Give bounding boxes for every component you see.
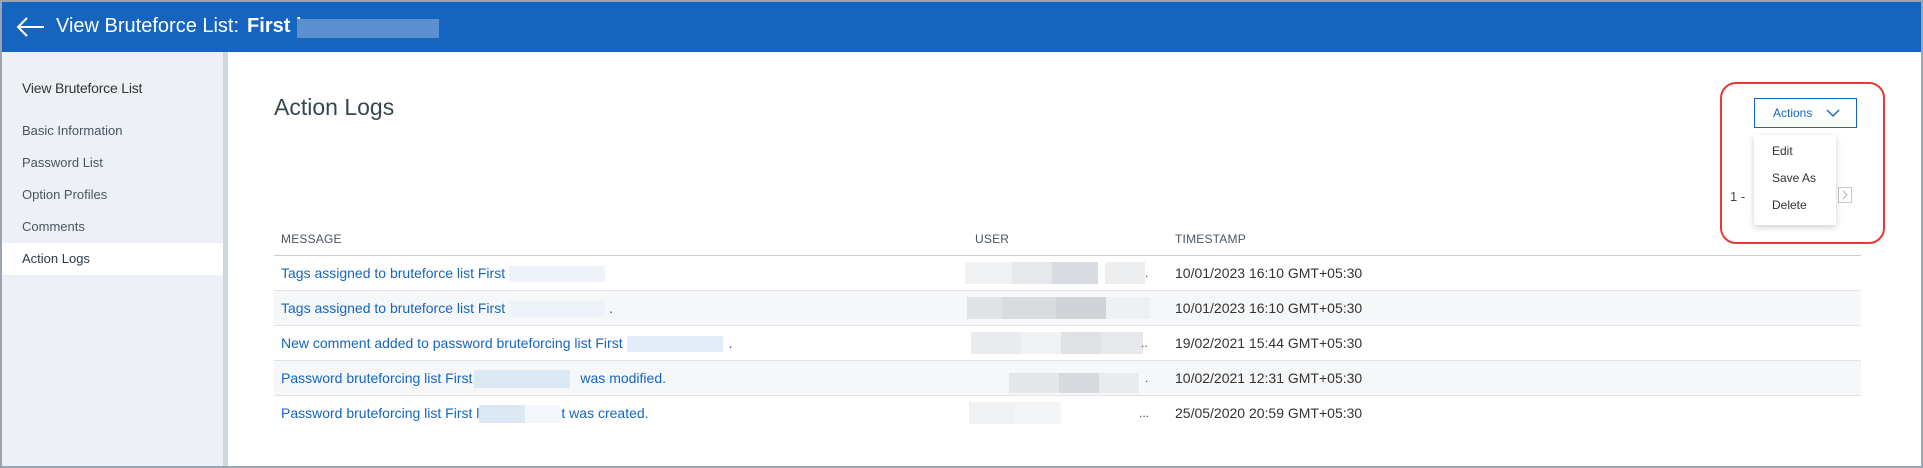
message-text: Password bruteforcing list First	[281, 370, 473, 386]
message-text: Tags assigned to bruteforce list First	[281, 300, 506, 316]
log-message-link[interactable]: Tags assigned to bruteforce list First.	[281, 300, 613, 318]
user-suffix: .	[1145, 266, 1149, 280]
user-cell: ..	[965, 332, 1150, 354]
sidebar-item-comments[interactable]: Comments	[2, 211, 223, 243]
message-text: Tags assigned to bruteforce list First	[281, 265, 506, 281]
redacted-block	[1012, 262, 1052, 284]
back-arrow-icon[interactable]	[14, 14, 46, 40]
message-suffix: t was created.	[561, 405, 649, 421]
log-message-link[interactable]: Password bruteforcing list First was modi…	[281, 370, 666, 389]
redacted-block	[1099, 373, 1139, 393]
redacted-block	[509, 301, 606, 318]
sidebar-item-option-profiles[interactable]: Option Profiles	[2, 179, 223, 211]
user-suffix: ..	[1141, 336, 1148, 350]
menu-item-save-as[interactable]: Save As	[1772, 171, 1817, 185]
sidebar-item-label: Comments	[22, 219, 85, 234]
log-message-link[interactable]: Password bruteforcing list First l t was …	[281, 405, 649, 424]
timestamp-cell: 10/01/2023 16:10 GMT+05:30	[1175, 265, 1363, 281]
page-title-label: View Bruteforce List:	[56, 15, 240, 37]
menu-item-edit[interactable]: Edit	[1772, 144, 1793, 158]
sidebar-item-action-logs[interactable]: Action Logs	[2, 243, 223, 275]
timestamp-cell: 10/01/2023 16:10 GMT+05:30	[1175, 300, 1363, 316]
redacted-block	[1101, 332, 1143, 354]
sidebar-item-label: Password List	[22, 155, 103, 170]
redacted-block	[1009, 373, 1059, 393]
chevron-right-icon	[1842, 190, 1848, 200]
sidebar-item-label: Basic Information	[22, 123, 123, 138]
log-message-link[interactable]: Tags assigned to bruteforce list First	[281, 265, 606, 283]
actions-menu: Edit Save As Delete	[1754, 135, 1836, 225]
user-cell: .	[965, 367, 1150, 393]
log-message-link[interactable]: New comment added to password bruteforci…	[281, 335, 733, 353]
table-row: Password bruteforcing list First was modi…	[274, 361, 1861, 396]
chevron-down-icon	[1826, 109, 1840, 117]
redacted-block	[1061, 332, 1101, 354]
sidebar: View Bruteforce List Basic Information P…	[2, 52, 228, 466]
redacted-block	[969, 402, 1015, 424]
pagination-next-button[interactable]	[1838, 187, 1852, 203]
table-row: New comment added to password bruteforci…	[274, 326, 1861, 361]
redacted-block	[1105, 262, 1145, 284]
pagination-range: 1 -	[1730, 189, 1746, 204]
table-header-divider	[274, 255, 1861, 256]
redacted-block	[479, 405, 526, 424]
section-title: Action Logs	[274, 94, 395, 120]
redacted-block	[297, 19, 439, 38]
timestamp-cell: 25/05/2020 20:59 GMT+05:30	[1175, 405, 1363, 421]
sidebar-item-label: Option Profiles	[22, 187, 108, 202]
actions-dropdown-button[interactable]: Actions	[1754, 98, 1857, 128]
redacted-block	[1106, 297, 1150, 319]
sidebar-title: View Bruteforce List	[22, 80, 143, 96]
page-title: View Bruteforce List: First l	[56, 15, 302, 38]
sidebar-item-basic-information[interactable]: Basic Information	[2, 115, 223, 147]
redacted-block	[1015, 402, 1061, 424]
message-text: Password bruteforcing list First l	[281, 405, 480, 421]
column-header-timestamp[interactable]: TIMESTAMP	[1175, 232, 1246, 246]
column-header-message[interactable]: MESSAGE	[281, 232, 342, 246]
table-row: Tags assigned to bruteforce list First. …	[274, 291, 1861, 326]
user-cell: .	[965, 262, 1150, 284]
user-suffix: .	[1145, 371, 1149, 385]
message-suffix: .	[609, 300, 613, 316]
message-suffix: .	[728, 335, 733, 351]
redacted-block	[474, 370, 571, 389]
sidebar-item-label: Action Logs	[22, 251, 90, 266]
timestamp-cell: 19/02/2021 15:44 GMT+05:30	[1175, 335, 1363, 351]
table-row: Tags assigned to bruteforce list First .…	[274, 256, 1861, 291]
redacted-block	[509, 266, 606, 283]
redacted-block	[1002, 297, 1056, 319]
timestamp-cell: 10/02/2021 12:31 GMT+05:30	[1175, 370, 1363, 386]
table-row: Password bruteforcing list First l t was …	[274, 396, 1861, 431]
redacted-block	[1052, 262, 1098, 284]
redacted-block	[965, 262, 1012, 284]
redacted-block	[1021, 332, 1061, 354]
sidebar-item-password-list[interactable]: Password List	[2, 147, 223, 179]
menu-item-delete[interactable]: Delete	[1772, 198, 1807, 212]
redacted-block	[626, 336, 723, 353]
column-header-user[interactable]: USER	[975, 232, 1010, 246]
redacted-block	[967, 297, 1002, 319]
actions-button-label: Actions	[1773, 106, 1813, 120]
message-suffix: was modified.	[580, 370, 666, 386]
user-cell	[965, 297, 1150, 319]
redacted-block	[971, 332, 1021, 354]
page-header: View Bruteforce List: First l	[2, 2, 1921, 52]
redacted-block	[1059, 373, 1099, 393]
redacted-block	[525, 405, 562, 424]
user-cell: ...	[965, 402, 1150, 424]
redacted-block	[1056, 297, 1106, 319]
page-title-name: First l	[247, 15, 302, 37]
message-text: New comment added to password bruteforci…	[281, 335, 623, 351]
user-suffix: ...	[1139, 406, 1150, 420]
